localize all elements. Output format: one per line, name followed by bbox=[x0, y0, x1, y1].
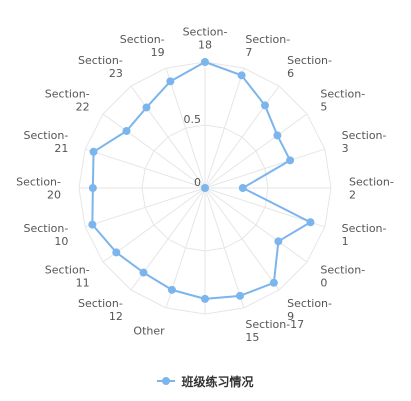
category-label: Section-9 bbox=[287, 297, 332, 323]
radial-tick-label: 0.5 bbox=[184, 113, 202, 126]
spoke-line bbox=[204, 113, 308, 189]
data-point[interactable] bbox=[273, 131, 282, 140]
category-label: Section-20 bbox=[16, 176, 61, 202]
data-point[interactable] bbox=[201, 294, 209, 303]
data-point[interactable] bbox=[142, 103, 151, 112]
radial-tick-labels: 00.5 bbox=[184, 113, 202, 189]
spoke-line bbox=[204, 187, 308, 263]
data-point[interactable] bbox=[236, 291, 245, 300]
data-point[interactable] bbox=[274, 237, 283, 246]
spoke-line bbox=[204, 187, 280, 291]
data-point[interactable] bbox=[238, 184, 247, 192]
data-point[interactable] bbox=[112, 248, 121, 257]
data-point[interactable] bbox=[237, 71, 246, 80]
category-label: Section-5 bbox=[320, 87, 365, 113]
data-point[interactable] bbox=[306, 218, 315, 227]
spoke-line bbox=[204, 187, 245, 308]
category-label: Section-21 bbox=[23, 129, 68, 155]
legend-series-icon bbox=[157, 375, 176, 387]
data-point[interactable] bbox=[167, 285, 176, 294]
category-label: Section-17 15 bbox=[245, 318, 304, 344]
category-label: Section-22 bbox=[45, 87, 90, 113]
series-line bbox=[91, 61, 312, 300]
category-label: Section-11 bbox=[45, 264, 90, 290]
category-label: Section-12 bbox=[78, 297, 123, 323]
category-label: Section-3 bbox=[342, 129, 387, 155]
spoke-line bbox=[204, 148, 325, 189]
category-label: Section-0 bbox=[320, 264, 365, 290]
spoke-line bbox=[165, 68, 206, 189]
spoke-line bbox=[204, 68, 245, 189]
data-point[interactable] bbox=[88, 220, 97, 229]
series-layer bbox=[88, 58, 315, 303]
data-point[interactable] bbox=[139, 268, 148, 277]
data-point[interactable] bbox=[88, 184, 97, 192]
legend-label: 班级练习情况 bbox=[181, 374, 254, 389]
data-point[interactable] bbox=[286, 156, 295, 165]
data-point[interactable] bbox=[122, 126, 131, 135]
spoke-line bbox=[130, 85, 206, 189]
spoke-line bbox=[85, 187, 206, 228]
data-point[interactable] bbox=[201, 58, 209, 66]
category-label: Section-7 bbox=[245, 33, 290, 59]
category-label: Section-6 bbox=[287, 54, 332, 80]
data-point[interactable] bbox=[260, 101, 269, 110]
category-label: Section-10 bbox=[23, 222, 68, 248]
legend-item-series[interactable]: 班级练习情况 bbox=[157, 373, 254, 390]
spoke-line bbox=[85, 148, 206, 189]
spoke-line bbox=[102, 113, 206, 189]
legend: 班级练习情况 bbox=[0, 370, 411, 392]
category-label: Section-23 bbox=[78, 54, 123, 80]
data-point[interactable] bbox=[89, 147, 98, 156]
data-point[interactable] bbox=[269, 278, 278, 287]
category-label: Section-2 bbox=[349, 176, 394, 202]
data-point[interactable] bbox=[166, 77, 175, 86]
radial-tick-label: 0 bbox=[194, 176, 201, 189]
spoke-line bbox=[102, 187, 206, 263]
center-point bbox=[201, 184, 209, 192]
category-label: Section-18 bbox=[183, 26, 228, 52]
category-label: Other bbox=[133, 325, 165, 338]
category-label: Section-1 bbox=[342, 222, 387, 248]
category-label: Section-19 bbox=[120, 33, 165, 59]
